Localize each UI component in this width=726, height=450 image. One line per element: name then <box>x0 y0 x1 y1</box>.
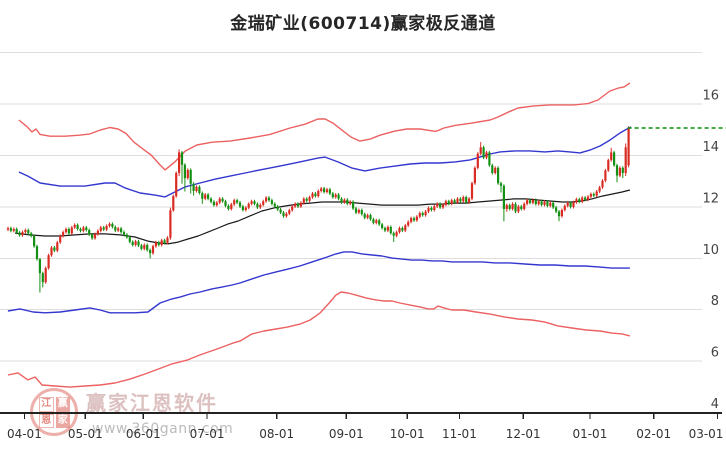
x-axis-label: 11-01 <box>442 427 477 441</box>
x-axis: 04-01 05-01 06-01 07-01 08-01 09-01 10-01 11-01… <box>0 412 723 441</box>
channel-line-lower-red <box>7 291 631 388</box>
x-axis-label: 10-01 <box>390 427 425 441</box>
y-axis: 16 14 12 10 8 6 4 <box>702 89 719 412</box>
y-axis-label: 10 <box>702 243 719 258</box>
x-axis-label: 09-01 <box>329 427 364 441</box>
watermark-url-text: www.360gann.com <box>92 421 234 437</box>
seal-char: 家 <box>55 413 70 428</box>
channel-line-upper-red <box>18 82 631 171</box>
x-axis-label: 08-01 <box>259 427 294 441</box>
x-axis-label: 05-01 <box>68 427 103 441</box>
y-axis-label: 6 <box>711 346 719 361</box>
channel-lines <box>7 82 632 388</box>
chart-title: 金瑞矿业(600714)赢家极反通道 <box>230 14 496 34</box>
seal-char: 江 <box>39 397 54 412</box>
y-axis-label: 14 <box>702 140 719 155</box>
y-axis-label: 4 <box>711 397 719 412</box>
x-axis-label: 12-01 <box>506 427 541 441</box>
seal-char: 赢 <box>55 397 70 412</box>
x-axis-label: 06-01 <box>126 427 161 441</box>
x-axis-label: 04-01 <box>7 427 42 441</box>
x-axis-label: 03-01 <box>689 427 724 441</box>
channel-line-middle-black <box>15 189 631 245</box>
y-axis-label: 12 <box>702 191 719 206</box>
channel-line-lower-blue <box>7 251 630 314</box>
channel-line-upper-blue <box>18 126 632 198</box>
watermark-brand-text: 赢家江恩软件 <box>86 391 218 415</box>
x-axis-label: 07-01 <box>190 427 225 441</box>
y-axis-label: 8 <box>711 294 719 309</box>
y-axis-label: 16 <box>702 89 719 104</box>
x-axis-label: 01-01 <box>572 427 607 441</box>
gridlines <box>0 52 702 362</box>
x-axis-label: 02-01 <box>636 427 671 441</box>
candles <box>6 126 630 293</box>
